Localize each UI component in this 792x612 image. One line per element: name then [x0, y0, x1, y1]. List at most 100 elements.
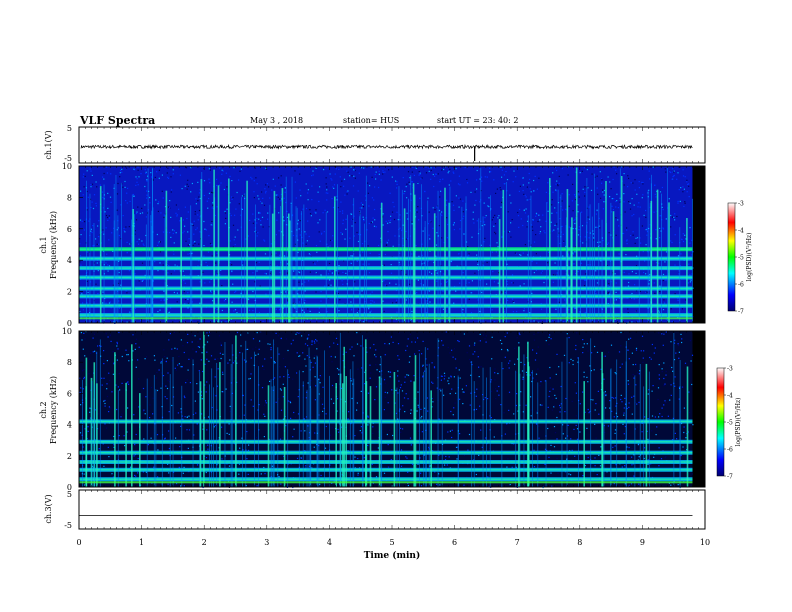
- spectrogram-speckle: [334, 173, 336, 175]
- spectrogram-speckle: [246, 458, 248, 460]
- spectrogram-speckle: [470, 374, 472, 376]
- spectrogram-speckle: [178, 355, 180, 358]
- ch1-waveform-trace: [80, 143, 693, 161]
- spectrogram-streak: [151, 210, 153, 323]
- spectrogram-speckle: [173, 270, 176, 272]
- spectrogram-speckle: [361, 243, 364, 245]
- spectrogram-speckle: [459, 219, 462, 222]
- spectrogram-speckle: [556, 223, 558, 225]
- spectrogram-speckle: [136, 178, 138, 180]
- spectrogram-speckle: [207, 251, 210, 253]
- spectrogram-speckle: [142, 387, 145, 390]
- spectrogram-speckle: [380, 356, 382, 358]
- spectrogram-speckle: [89, 168, 91, 170]
- spectrogram-speckle: [540, 381, 542, 383]
- spectrogram-streak: [213, 169, 215, 323]
- spectrogram-speckle: [631, 456, 633, 458]
- spectrogram-speckle: [571, 200, 573, 202]
- spectrogram-speckle: [298, 301, 300, 303]
- spectrogram-speckle: [681, 238, 683, 240]
- spectrogram-speckle: [208, 178, 210, 180]
- spectrogram-speckle: [181, 482, 183, 485]
- spectrogram-speckle: [305, 397, 307, 399]
- spectrogram-speckle: [566, 333, 568, 335]
- spectrogram-speckle: [674, 385, 676, 387]
- spectrogram-speckle: [249, 377, 251, 380]
- spectrogram-speckle: [376, 166, 379, 168]
- spectrogram-speckle: [623, 173, 625, 175]
- spectrogram-speckle: [191, 223, 193, 225]
- spectrogram-speckle: [267, 212, 269, 214]
- spectrogram-speckle: [387, 402, 389, 404]
- spectrogram-speckle: [331, 272, 333, 274]
- spectrogram-speckle: [118, 260, 120, 262]
- spectrogram-speckle: [611, 396, 613, 399]
- spectrogram-speckle: [302, 242, 304, 244]
- spectrogram-speckle: [319, 382, 321, 384]
- spectrogram-streak: [639, 364, 641, 487]
- spectrogram-speckle: [422, 376, 424, 378]
- spectrogram-speckle: [109, 380, 111, 382]
- spectrogram-speckle: [624, 403, 627, 405]
- spectrogram-speckle: [450, 180, 452, 182]
- spectrogram-speckle: [514, 363, 516, 365]
- spectrogram-speckle: [425, 298, 427, 300]
- spectrogram-speckle: [93, 194, 96, 196]
- spectrogram-speckle: [486, 283, 488, 285]
- spectrogram-speckle: [556, 438, 558, 440]
- spectrogram-speckle: [232, 224, 235, 226]
- spectrogram-speckle: [155, 199, 157, 201]
- spectrogram-speckle: [87, 430, 89, 432]
- spectrogram-speckle: [177, 412, 179, 414]
- spectrogram-speckle: [480, 244, 482, 246]
- spectrogram-speckle: [683, 205, 685, 207]
- spectrogram-speckle: [338, 265, 340, 267]
- spectrogram-speckle: [446, 237, 448, 239]
- spectrogram-speckle: [140, 484, 142, 486]
- spectrogram-speckle: [142, 279, 144, 281]
- spectrogram-speckle: [80, 190, 82, 192]
- spectrogram-speckle: [191, 182, 193, 185]
- spectrogram-speckle: [79, 255, 82, 257]
- spectrogram-speckle: [273, 360, 275, 363]
- spectrogram-band-core: [79, 287, 693, 290]
- colorbar-tick-label: -3: [727, 366, 733, 373]
- spectrogram-speckle: [397, 370, 399, 372]
- spectrogram-speckle: [85, 331, 87, 333]
- spectrogram-speckle: [320, 376, 322, 378]
- spectrogram-speckle: [609, 196, 611, 198]
- spectrogram-speckle: [688, 263, 690, 265]
- spectrogram-speckle: [146, 190, 148, 192]
- spectrogram-speckle: [497, 282, 499, 284]
- spectrogram-speckle: [691, 273, 693, 275]
- spectrogram-speckle: [643, 271, 645, 274]
- spectrogram-speckle: [347, 171, 349, 173]
- spectrogram-speckle: [445, 281, 447, 283]
- spectrogram-speckle: [281, 437, 284, 439]
- spectrogram-speckle: [278, 177, 280, 179]
- spectrogram-speckle: [462, 211, 464, 213]
- spectrogram-speckle: [350, 380, 352, 382]
- spectrogram-speckle: [689, 227, 691, 229]
- spectrogram-speckle: [103, 465, 105, 467]
- spectrogram-speckle: [503, 412, 505, 414]
- spectrogram-speckle: [677, 344, 680, 347]
- spectrogram-speckle: [118, 373, 120, 375]
- spectrogram-speckle: [165, 360, 167, 362]
- spectrogram-speckle: [144, 274, 146, 276]
- spectrogram-speckle: [450, 410, 452, 413]
- spectrogram-streak: [362, 347, 364, 487]
- spectrogram-speckle: [543, 230, 545, 232]
- spectrogram-speckle: [509, 231, 511, 233]
- spectrogram-speckle: [506, 364, 509, 366]
- spectrogram-speckle: [621, 363, 623, 365]
- spectrogram-speckle: [456, 399, 458, 401]
- spectrogram-streak: [180, 217, 182, 323]
- spectrogram-speckle: [507, 299, 509, 301]
- spectrogram-speckle: [688, 311, 690, 313]
- spectrogram-speckle: [323, 231, 325, 233]
- spectrogram-speckle: [469, 358, 471, 361]
- spectrogram-speckle: [459, 377, 461, 379]
- spectrogram-speckle: [402, 224, 404, 226]
